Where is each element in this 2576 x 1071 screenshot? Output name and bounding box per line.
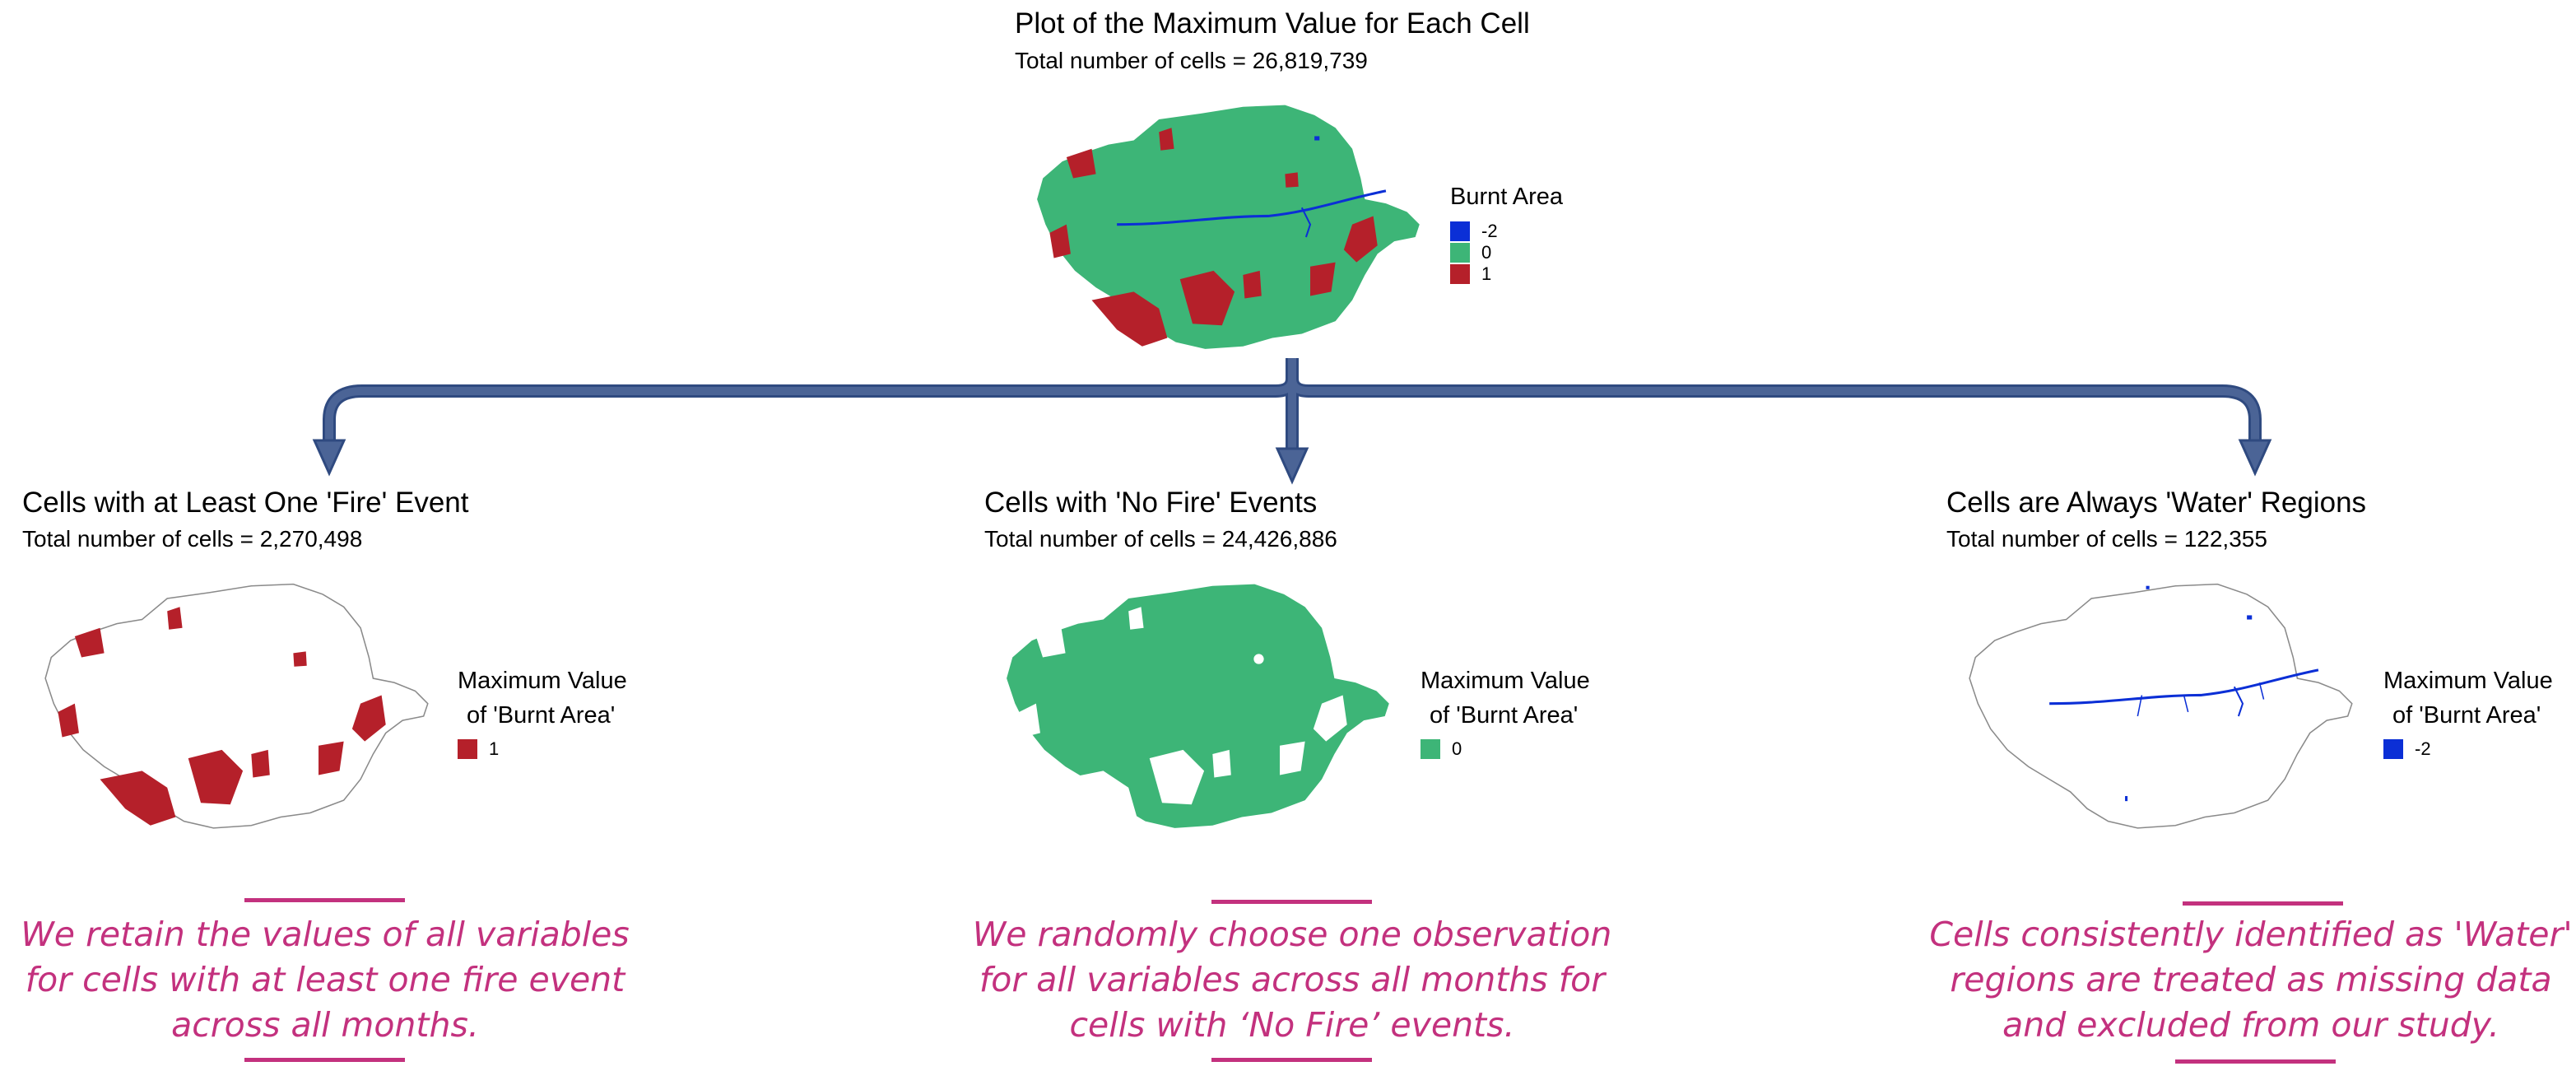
panel-fire-caption: We retain the values of all variables fo… xyxy=(0,912,650,1048)
legend-label: 1 xyxy=(1481,263,1492,284)
caption-rule-bottom xyxy=(244,1058,405,1062)
top-subtitle: Total number of cells = 26,819,739 xyxy=(1015,48,1368,73)
legend-label: 0 xyxy=(1452,738,1462,759)
caption-rule-top xyxy=(1211,900,1372,904)
caption-line: for cells with at least one fire event xyxy=(25,960,625,999)
panel-fire-legend-title-1: Maximum Value xyxy=(458,668,627,694)
caption-line: and excluded from our study. xyxy=(2002,1005,2499,1045)
top-map xyxy=(1037,105,1420,349)
panel-nofire-caption: We randomly choose one observation for a… xyxy=(963,912,1621,1048)
legend-label: -2 xyxy=(1481,221,1498,241)
panel-water-subtitle: Total number of cells = 122,355 xyxy=(1946,526,2267,552)
caption-rule-bottom xyxy=(2175,1059,2336,1064)
panel-water-caption: Cells consistently identified as 'Water'… xyxy=(1926,912,2576,1048)
caption-line: We randomly choose one observation xyxy=(972,915,1612,954)
legend-label: 1 xyxy=(489,738,500,759)
panel-nofire-title: Cells with 'No Fire' Events xyxy=(984,487,1318,519)
caption-line: cells with ‘No Fire’ events. xyxy=(1069,1005,1515,1045)
top-legend-title: Burnt Area xyxy=(1450,184,1564,210)
legend-item-no-fire: 0 xyxy=(1450,242,1498,263)
legend-swatch xyxy=(2383,739,2403,759)
legend-swatch xyxy=(1421,739,1440,759)
branch-arrows xyxy=(312,358,2272,485)
panel-fire-legend-title-2: of 'Burnt Area' xyxy=(467,702,616,729)
caption-line: regions are treated as missing data xyxy=(1950,960,2552,999)
panel-nofire-legend-title-2: of 'Burnt Area' xyxy=(1430,702,1579,729)
panel-fire-title: Cells with at Least One 'Fire' Event xyxy=(22,487,469,519)
legend-label: 0 xyxy=(1481,242,1492,263)
top-title: Plot of the Maximum Value for Each Cell xyxy=(1015,7,1530,40)
legend-item-fire: 1 xyxy=(1450,263,1498,285)
panel-nofire-legend-title-1: Maximum Value xyxy=(1421,668,1590,694)
legend-swatch xyxy=(1450,243,1470,263)
caption-rule-bottom xyxy=(1211,1058,1372,1062)
caption-rule-top xyxy=(2183,901,2343,906)
legend-item-water: -2 xyxy=(1450,221,1498,242)
panel-nofire-legend-item: 0 xyxy=(1421,738,1462,760)
caption-rule-top xyxy=(244,898,405,902)
panel-water-map xyxy=(1969,583,2353,829)
panel-water-legend-title-1: Maximum Value xyxy=(2383,668,2553,694)
panel-fire-map xyxy=(44,583,429,829)
panel-fire-legend-item: 1 xyxy=(458,738,499,760)
top-legend: -2 0 1 xyxy=(1450,221,1498,285)
caption-line: Cells consistently identified as 'Water' xyxy=(1929,915,2573,954)
caption-line: across all months. xyxy=(171,1005,479,1045)
panel-nofire-subtitle: Total number of cells = 24,426,886 xyxy=(984,526,1337,552)
panel-water-legend-title-2: of 'Burnt Area' xyxy=(2392,702,2541,729)
legend-swatch xyxy=(1450,221,1470,241)
legend-label: -2 xyxy=(2415,738,2431,759)
panel-water-legend-item: -2 xyxy=(2383,738,2431,760)
legend-swatch xyxy=(1450,264,1470,284)
caption-line: We retain the values of all variables xyxy=(21,915,630,954)
caption-line: for all variables across all months for xyxy=(979,960,1606,999)
panel-fire-subtitle: Total number of cells = 2,270,498 xyxy=(22,526,363,552)
panel-water-title: Cells are Always 'Water' Regions xyxy=(1946,487,2367,519)
legend-swatch xyxy=(458,739,477,759)
panel-nofire-map xyxy=(1007,584,1389,828)
